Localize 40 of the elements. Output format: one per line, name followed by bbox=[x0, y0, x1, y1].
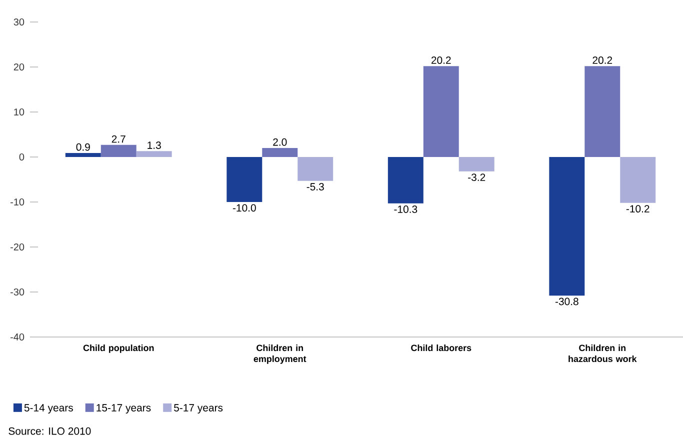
bar bbox=[262, 148, 298, 157]
bar bbox=[298, 156, 334, 181]
y-tick-label: 10 bbox=[14, 108, 24, 116]
bar bbox=[388, 156, 424, 204]
x-tick-label: Child laborers bbox=[411, 344, 472, 352]
y-tick-label: 0 bbox=[19, 153, 24, 161]
legend-label: 5-17 years bbox=[174, 404, 223, 414]
data-label: -30.8 bbox=[555, 298, 578, 306]
bar bbox=[136, 151, 172, 157]
bar bbox=[226, 156, 262, 202]
x-tick-label: Child population bbox=[83, 344, 154, 353]
legend-label: 15-17 years bbox=[96, 404, 151, 414]
data-label: 20.2 bbox=[431, 56, 451, 64]
data-label: -10.3 bbox=[394, 206, 418, 213]
bar bbox=[584, 66, 620, 157]
x-tick-label: Children in hazardous work bbox=[568, 344, 637, 362]
data-label: -10.2 bbox=[626, 205, 650, 213]
data-label: 0.9 bbox=[76, 143, 90, 151]
data-label: 2.7 bbox=[112, 135, 126, 143]
bar bbox=[620, 156, 656, 203]
y-tick-label: -10 bbox=[10, 198, 24, 206]
bar bbox=[458, 156, 494, 172]
data-label: -10.0 bbox=[232, 204, 256, 212]
bar bbox=[549, 156, 585, 296]
y-tick-label: -30 bbox=[10, 288, 24, 296]
data-label: 20.2 bbox=[592, 56, 612, 64]
bar bbox=[65, 152, 101, 157]
data-label: -5.3 bbox=[306, 183, 324, 190]
legend-label: 5-14 years bbox=[24, 404, 73, 414]
y-tick-label: 20 bbox=[14, 63, 24, 71]
data-label: 1.3 bbox=[148, 142, 161, 149]
y-tick-label: 30 bbox=[14, 18, 24, 26]
data-label: 2.0 bbox=[273, 138, 287, 146]
bar bbox=[423, 66, 459, 157]
bar bbox=[100, 144, 136, 157]
y-tick-label: -20 bbox=[10, 243, 24, 251]
data-label: -3.2 bbox=[468, 174, 486, 182]
source-note: Source: ILO 2010 bbox=[8, 427, 91, 435]
x-tick-label: Children in employment bbox=[254, 344, 306, 364]
y-tick-label: -40 bbox=[10, 333, 24, 341]
